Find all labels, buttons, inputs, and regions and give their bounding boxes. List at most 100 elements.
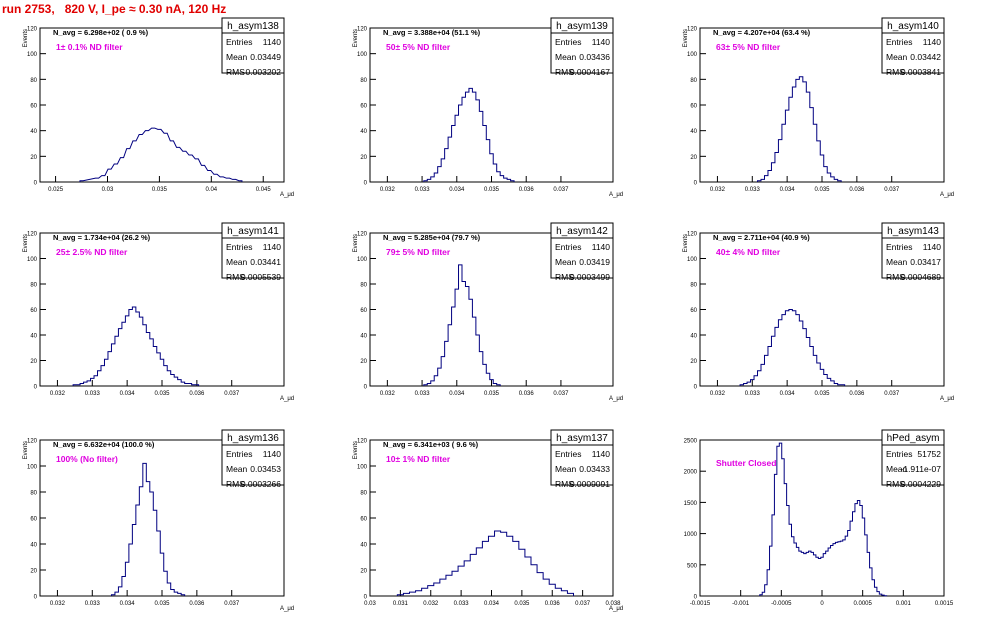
y-tick-label: 2500 [684,439,698,445]
histogram-bin [152,128,155,182]
histogram-bin [789,97,792,182]
stats-value-mean: 0.03417 [910,257,941,267]
y-tick-label: 2000 [684,470,698,476]
y-tick-label: 20 [360,359,367,365]
histogram-bin [833,544,835,596]
x-tick-label: 0.034 [449,391,465,397]
histogram-bin [531,565,537,596]
x-tick-label: 0.034 [780,187,796,193]
y-tick-label: 80 [30,78,37,84]
x-tick-label: -0.0015 [690,601,711,607]
histogram-bin [831,381,834,386]
y-tick-label: 100 [27,465,38,471]
y-tick-label: 40 [30,334,37,340]
filter-label: 40± 4% ND filter [716,247,781,257]
histogram-bin [208,170,211,182]
histogram-bin [525,557,531,596]
histogram-bin [754,376,757,386]
histogram-bin [96,178,99,182]
y-tick-label: 20 [30,569,37,575]
stats-value-entries: 1140 [263,449,282,459]
histogram-name: h_asym143 [887,226,939,237]
histogram-bin [220,177,223,182]
stats-value-rms: 0.0004167 [570,67,610,77]
y-tick-label: 40 [360,543,367,549]
x-tick-label: 0.045 [256,187,272,193]
filter-label: 79± 5% ND filter [386,247,451,257]
histogram-bin [775,327,778,386]
y-tick-label: 500 [687,563,698,569]
x-tick-label: 0.032 [710,391,726,397]
x-axis-title: A_μd [280,192,294,198]
stats-value-rms: 0.0003266 [241,479,281,489]
histogram-name: h_asym136 [227,433,279,444]
histogram-bin [779,443,781,596]
y-tick-label: 120 [27,27,38,33]
histogram-bin [537,573,543,596]
histogram-bin [782,315,785,386]
x-axis-title: A_μd [609,396,623,402]
histogram-bin [409,592,415,596]
navg-label: N_avg = 6.632e+04 (100.0 %) [53,440,155,449]
histogram-bin [132,307,135,386]
histogram-bin [806,338,809,386]
histogram-bin [860,506,862,596]
histogram-bin [771,336,774,386]
histogram-bin [195,159,198,182]
histogram-bin [501,532,507,596]
histogram-bin [482,541,488,596]
y-tick-label: 60 [360,517,367,523]
histogram-bin [445,149,448,182]
histogram-bin [824,375,827,386]
y-tick-label: 1500 [684,501,698,507]
y-tick-label: 40 [690,334,697,340]
x-tick-label: -0.0005 [771,601,792,607]
histogram-bin [164,571,167,596]
y-tick-label: 80 [360,491,367,497]
histogram-bin [813,555,815,596]
histogram-bin [519,549,525,596]
histogram-bin [838,542,840,596]
histogram-bin [835,542,837,596]
x-tick-label: 0.036 [545,601,561,607]
filter-label: Shutter Closed [716,458,776,468]
histogram-bin [555,588,561,596]
stats-box [221,429,285,486]
x-tick-label: 0.037 [884,391,900,397]
histogram-bin [136,505,139,596]
histogram-series-line [396,530,575,596]
histogram-bin [132,525,135,597]
histogram-bin [139,487,142,596]
stats-key-mean: Mean [226,257,248,267]
histogram-bin [431,177,434,182]
x-tick-label: 0.035 [484,187,500,193]
histogram-bin [483,126,486,182]
y-tick-label: 20 [30,155,37,161]
histogram-bin [500,176,503,182]
histogram-bin [796,315,799,386]
page-title: run 2753, 820 V, I_pe ≈ 0.30 nA, 120 Hz [2,2,227,16]
stats-value-mean: 0.03442 [910,52,941,62]
histogram-bin [761,364,764,386]
stats-value-entries: 1140 [592,242,611,252]
stats-key-entries: Entries [886,37,912,47]
histogram-bin [160,553,163,596]
histogram-panel-h_asym137: 0 20 40 60 80 100 120 0.03 0.031 0.032 0.033 0.034 0… [353,429,623,612]
histogram-bin [817,363,820,386]
histogram-bin [831,177,834,182]
stats-value-entries: 1140 [263,37,282,47]
stats-key-rms: RMS [226,479,245,489]
y-axis-title: Events [23,234,29,252]
x-tick-label: 0.035 [814,187,830,193]
stats-key-rms: RMS [555,272,574,282]
histogram-series-line [739,309,846,386]
stats-box [881,429,945,486]
histogram-bin [183,151,186,182]
y-tick-label: 40 [690,129,697,135]
y-tick-label: 100 [357,465,368,471]
histogram-bin [452,126,455,182]
histogram-bin [826,551,828,596]
histogram-bin [139,317,142,386]
histogram-series-line [72,306,200,386]
x-tick-label: 0.033 [745,391,761,397]
